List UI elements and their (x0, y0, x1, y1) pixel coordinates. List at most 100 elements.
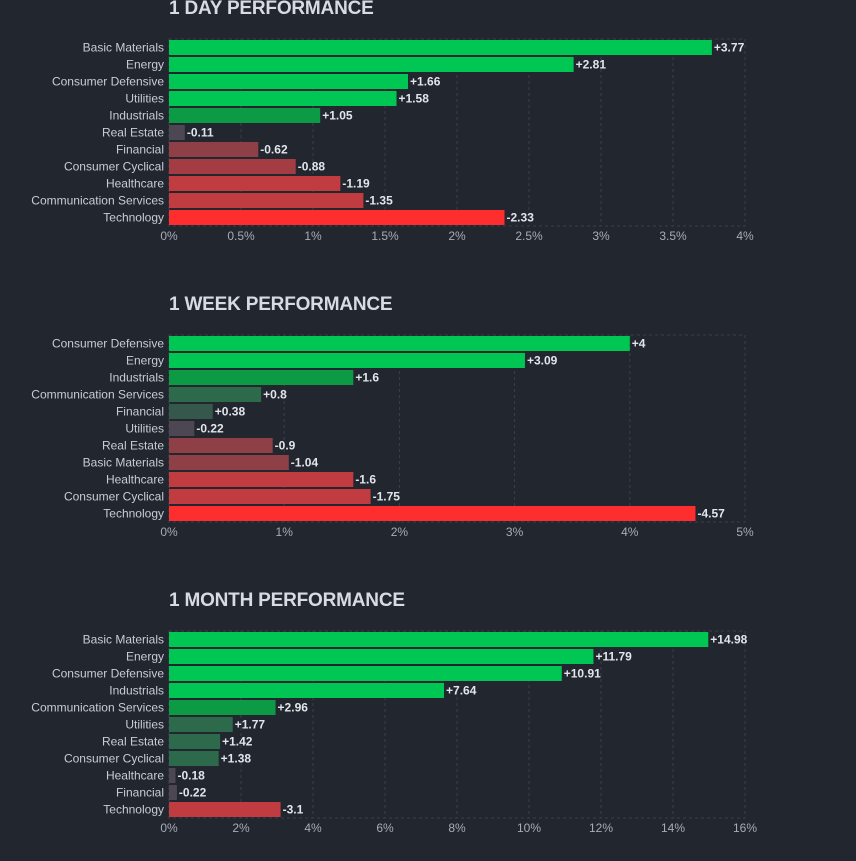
category-label: Real Estate (102, 126, 164, 140)
category-label: Energy (126, 58, 164, 72)
bar[interactable] (169, 193, 364, 208)
category-label: Communication Services (31, 388, 164, 402)
value-label: +3.09 (527, 354, 558, 368)
bar[interactable] (169, 802, 281, 817)
bar[interactable] (169, 734, 221, 749)
category-label: Healthcare (106, 769, 164, 783)
bar[interactable] (169, 74, 409, 89)
x-tick-label: 3% (592, 229, 610, 243)
bar[interactable] (169, 159, 296, 174)
x-tick-label: 1% (276, 525, 294, 539)
value-label: +1.42 (222, 735, 253, 749)
bar[interactable] (169, 404, 213, 419)
category-label: Financial (116, 786, 164, 800)
category-label: Consumer Defensive (52, 75, 164, 89)
x-tick-label: 8% (448, 821, 466, 835)
x-tick-label: 0.5% (227, 229, 255, 243)
chart-title-1-week: 1 WEEK PERFORMANCE (169, 294, 393, 315)
value-label: -0.18 (177, 769, 205, 783)
plot-frame (168, 334, 746, 523)
chart-1-month: 0% 2% 4% 6% 8% 10% 12% 14% 16% Basic Materials +14… (31, 630, 757, 835)
value-label: -1.35 (365, 194, 393, 208)
bar[interactable] (169, 506, 696, 521)
value-label: -3.1 (283, 803, 304, 817)
x-tick-label: 3% (506, 525, 524, 539)
bar[interactable] (169, 751, 219, 766)
category-label: Healthcare (106, 473, 164, 487)
bar[interactable] (169, 176, 341, 191)
value-label: -0.9 (275, 439, 296, 453)
bar[interactable] (169, 632, 709, 647)
value-label: -1.6 (355, 473, 376, 487)
category-label: Industrials (109, 684, 164, 698)
category-label: Consumer Cyclical (64, 160, 164, 174)
value-label: +1.58 (399, 92, 430, 106)
x-tick-label: 4% (621, 525, 639, 539)
value-label: +10.91 (564, 667, 601, 681)
x-tick-label: 10% (517, 821, 541, 835)
x-tick-label: 12% (589, 821, 613, 835)
value-label: -2.33 (507, 211, 535, 225)
category-label: Real Estate (102, 439, 164, 453)
x-tick-label: 0% (160, 525, 178, 539)
bar[interactable] (169, 717, 233, 732)
x-tick-label: 14% (661, 821, 685, 835)
bar[interactable] (169, 40, 712, 55)
value-label: -0.11 (187, 126, 214, 140)
value-label: +1.77 (235, 718, 266, 732)
value-label: -0.22 (196, 422, 224, 436)
bar[interactable] (169, 421, 195, 436)
bar[interactable] (169, 336, 630, 351)
bar[interactable] (169, 455, 289, 470)
category-label: Energy (126, 354, 164, 368)
bar[interactable] (169, 666, 562, 681)
bar[interactable] (169, 142, 259, 157)
category-label: Healthcare (106, 177, 164, 191)
category-label: Industrials (109, 371, 164, 385)
x-tick-label: 0% (160, 229, 178, 243)
bar[interactable] (169, 438, 273, 453)
category-label: Technology (103, 507, 164, 521)
category-label: Consumer Cyclical (64, 752, 164, 766)
category-label: Consumer Defensive (52, 337, 164, 351)
category-label: Basic Materials (83, 41, 164, 55)
value-label: +2.81 (576, 58, 607, 72)
category-label: Utilities (125, 92, 164, 106)
category-label: Financial (116, 143, 164, 157)
bar[interactable] (169, 353, 525, 368)
category-label: Financial (116, 405, 164, 419)
bar[interactable] (169, 768, 176, 783)
value-label: +4 (632, 337, 646, 351)
x-tick-label: 6% (376, 821, 394, 835)
bar[interactable] (169, 370, 354, 385)
x-tick-label: 2% (232, 821, 250, 835)
value-label: +1.05 (322, 109, 353, 123)
x-tick-label: 5% (736, 525, 754, 539)
bar[interactable] (169, 489, 371, 504)
chart-title-1-month: 1 MONTH PERFORMANCE (169, 590, 405, 611)
x-tick-label: 4% (304, 821, 322, 835)
category-label: Consumer Defensive (52, 667, 164, 681)
category-label: Basic Materials (83, 633, 164, 647)
bar[interactable] (169, 700, 276, 715)
bar[interactable] (169, 472, 354, 487)
value-label: +1.38 (221, 752, 252, 766)
value-label: +7.64 (446, 684, 477, 698)
value-label: +11.79 (595, 650, 632, 664)
bar[interactable] (169, 125, 185, 140)
value-label: +1.66 (410, 75, 441, 89)
bar[interactable] (169, 683, 445, 698)
bar[interactable] (169, 649, 594, 664)
category-label: Communication Services (31, 701, 164, 715)
x-tick-label: 3.5% (659, 229, 687, 243)
category-label: Industrials (109, 109, 164, 123)
bar[interactable] (169, 57, 574, 72)
x-tick-label: 2% (391, 525, 409, 539)
bar[interactable] (169, 108, 321, 123)
bar[interactable] (169, 91, 397, 106)
bar[interactable] (169, 387, 262, 402)
category-label: Real Estate (102, 735, 164, 749)
bar[interactable] (169, 785, 177, 800)
bar[interactable] (169, 210, 505, 225)
value-label: +0.38 (215, 405, 246, 419)
